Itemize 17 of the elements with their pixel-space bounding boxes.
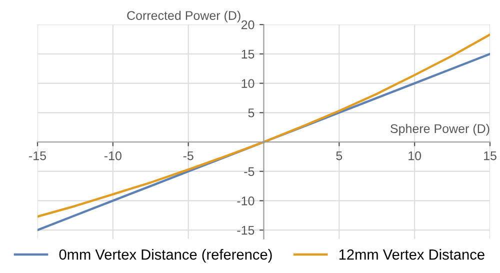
y-tick-label: 15 xyxy=(242,50,254,59)
y-tick-label: -15 xyxy=(237,226,254,235)
legend-label: 12mm Vertex Distance xyxy=(339,249,484,260)
y-tick-label: 5 xyxy=(248,108,254,118)
x-axis-title: Sphere Power (D) xyxy=(390,124,490,136)
x-tick-label: -5 xyxy=(183,151,194,160)
y-tick-label: -5 xyxy=(244,167,254,176)
x-tick-label: 10 xyxy=(408,151,422,160)
legend-label: 0mm Vertex Distance (reference) xyxy=(59,249,272,263)
x-tick-label: 5 xyxy=(336,151,342,160)
y-axis-title: Corrected Power (D) xyxy=(127,10,240,22)
x-tick-label: -10 xyxy=(104,151,122,160)
y-tick-label: -10 xyxy=(237,196,254,206)
y-tick-label: 10 xyxy=(242,79,254,88)
x-tick-label: -15 xyxy=(29,151,46,160)
y-tick-label: 20 xyxy=(241,20,254,30)
x-tick-label: 15 xyxy=(484,151,496,160)
